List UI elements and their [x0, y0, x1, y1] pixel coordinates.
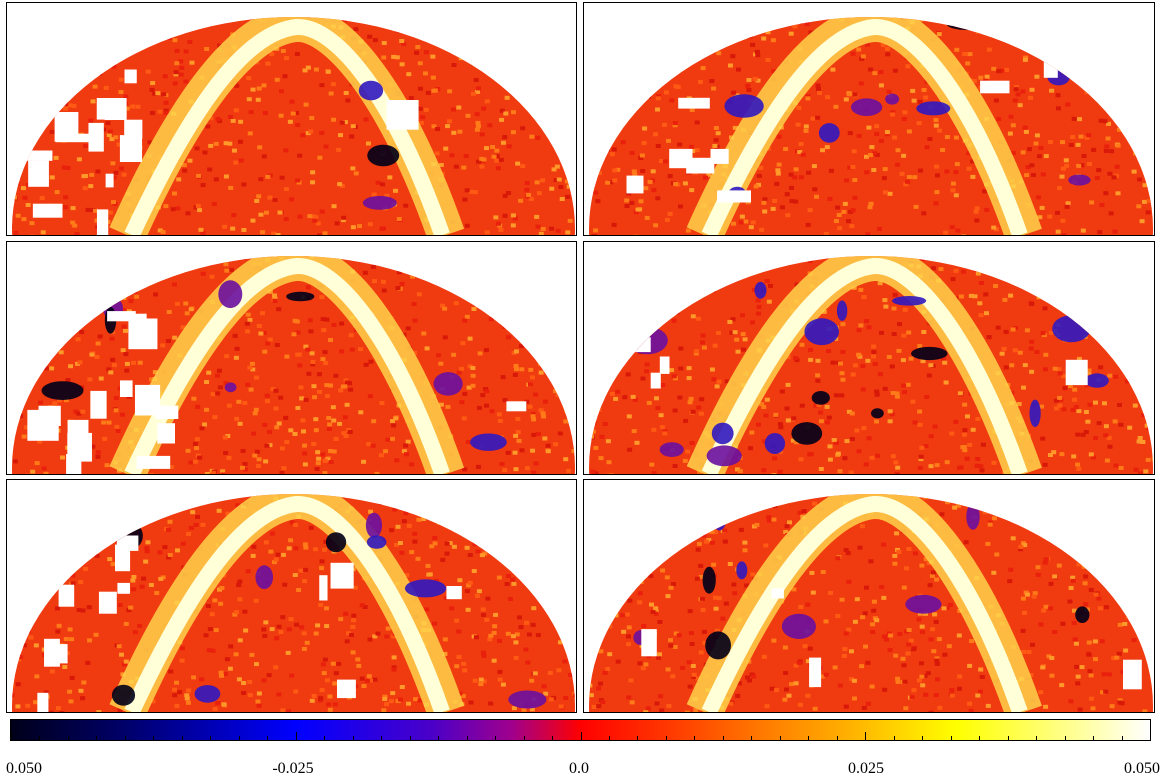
map-panel-bottom-right — [583, 479, 1155, 713]
colorbar-minor-tick — [381, 736, 383, 740]
colorbar-minor-tick — [238, 736, 240, 740]
colorbar-minor-tick — [409, 736, 411, 740]
colorbar-minor-tick — [1064, 736, 1066, 740]
colorbar-minor-tick — [352, 736, 354, 740]
colorbar-minor-tick — [865, 732, 867, 740]
colorbar-minor-tick — [751, 736, 753, 740]
colorbar-minor-tick — [153, 736, 155, 740]
colorbar-tick-label-zero: 0.0 — [569, 760, 589, 777]
sky-map-middle-left — [11, 256, 576, 474]
colorbar-minor-tick — [324, 736, 326, 740]
colorbar-tick-label-pos-quarter: 0.025 — [848, 760, 884, 777]
sky-map-top-right — [589, 17, 1153, 235]
colorbar-minor-tick — [210, 736, 212, 740]
sky-map-top-left — [11, 17, 576, 235]
colorbar-minor-tick — [722, 736, 724, 740]
sky-map-middle-right — [589, 256, 1153, 474]
colorbar-minor-tick — [67, 736, 69, 740]
colorbar-minor-tick — [779, 736, 781, 740]
map-panel-middle-left — [6, 241, 577, 475]
colorbar-tick-label-max: 0.050 — [1124, 760, 1160, 777]
colorbar-minor-tick — [466, 736, 468, 740]
colorbar-minor-tick — [580, 732, 582, 740]
colorbar-minor-tick — [438, 736, 440, 740]
colorbar-minor-tick — [665, 736, 667, 740]
colorbar-minor-tick — [922, 736, 924, 740]
colorbar-minor-tick — [495, 736, 497, 740]
map-panel-bottom-left — [6, 479, 577, 713]
colorbar-minor-tick — [637, 736, 639, 740]
colorbar-minor-tick — [295, 732, 297, 740]
colorbar-minor-tick — [608, 736, 610, 740]
colorbar-minor-tick — [1007, 736, 1009, 740]
map-panel-middle-right — [583, 241, 1155, 475]
colorbar-minor-tick — [1121, 736, 1123, 740]
colorbar-tick-label-neg-quarter: -0.025 — [272, 760, 314, 777]
colorbar-minor-tick — [1036, 736, 1038, 740]
colorbar-minor-tick — [39, 736, 41, 740]
colorbar — [10, 719, 1151, 741]
sky-map-bottom-right — [589, 494, 1153, 712]
colorbar-minor-tick — [979, 736, 981, 740]
colorbar-minor-tick — [836, 736, 838, 740]
colorbar-minor-tick — [893, 736, 895, 740]
colorbar-minor-tick — [1150, 732, 1151, 740]
colorbar-minor-tick — [1093, 736, 1095, 740]
colorbar-minor-tick — [552, 736, 554, 740]
colorbar-tick-label-min: 0.050 — [6, 760, 42, 777]
colorbar-minor-tick — [808, 736, 810, 740]
colorbar-minor-tick — [523, 736, 525, 740]
colorbar-minor-tick — [694, 736, 696, 740]
sky-map-bottom-left — [11, 494, 576, 712]
colorbar-minor-tick — [267, 736, 269, 740]
map-panel-top-left — [6, 2, 577, 236]
colorbar-minor-tick — [950, 736, 952, 740]
map-panel-top-right — [583, 2, 1155, 236]
colorbar-minor-tick — [96, 736, 98, 740]
colorbar-minor-tick — [124, 736, 126, 740]
colorbar-minor-tick — [181, 736, 183, 740]
colorbar-minor-tick — [11, 732, 12, 740]
